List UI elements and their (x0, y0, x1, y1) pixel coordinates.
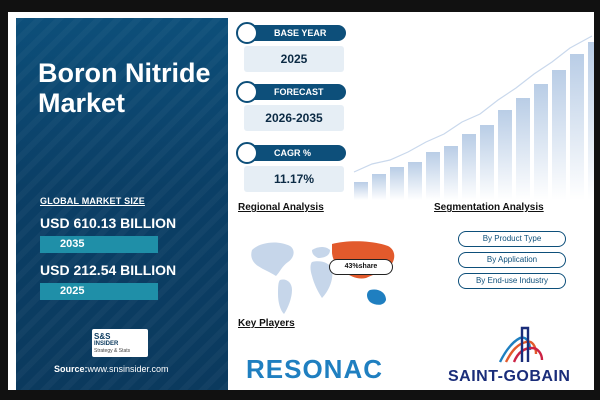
source-url[interactable]: www.snsinsider.com (87, 364, 169, 374)
logo-text-insider: INSIDER (94, 341, 119, 347)
sns-insider-logo: S&S INSIDER Strategy & Stats (92, 329, 148, 357)
cagr-tag: CAGR % (242, 145, 346, 161)
market-value-2025: USD 212.54 BILLION (40, 262, 177, 278)
north-america-shape (251, 242, 294, 276)
saint-gobain-emblem (498, 326, 544, 363)
logo-text-sns: S&S (94, 332, 111, 341)
growth-bars-graphic (353, 35, 594, 200)
panel-texture (16, 18, 228, 390)
regional-analysis-heading: Regional Analysis (238, 202, 324, 213)
cagr-value: 11.17% (244, 166, 344, 192)
title-line-1: Boron Nitride (38, 58, 211, 88)
market-title: Boron Nitride Market (38, 58, 233, 118)
year-badge-2025: 2025 (40, 283, 158, 300)
africa-shape (310, 261, 333, 298)
calendar-icon (236, 22, 258, 44)
key-players-heading: Key Players (238, 318, 295, 329)
infographic-canvas: Boron Nitride Market GLOBAL MARKET SIZE … (8, 12, 594, 390)
source-line: Source:www.snsinsider.com (54, 364, 169, 374)
segment-end-use-industry[interactable]: By End-use Industry (458, 273, 566, 289)
logo-text-tagline: Strategy & Stats (94, 348, 131, 354)
segment-application[interactable]: By Application (458, 252, 566, 268)
region-share-badge: 43%share (329, 259, 393, 275)
segmentation-analysis-heading: Segmentation Analysis (434, 202, 544, 213)
base-year-tag: BASE YEAR (242, 25, 346, 41)
australia-shape (367, 289, 386, 305)
year-badge-2035: 2035 (40, 236, 158, 253)
resonac-logo: RESONAC (246, 354, 384, 384)
segment-product-type[interactable]: By Product Type (458, 231, 566, 247)
south-america-shape (278, 279, 292, 314)
global-market-size-label: GLOBAL MARKET SIZE (40, 196, 145, 206)
growth-icon (236, 142, 258, 164)
chart-icon (236, 81, 258, 103)
title-line-2: Market (38, 88, 126, 118)
market-value-2035: USD 610.13 BILLION (40, 215, 177, 231)
world-map (251, 241, 395, 314)
base-year-value: 2025 (244, 46, 344, 72)
saint-gobain-logo-text: SAINT-GOBAIN (448, 368, 571, 385)
europe-shape (312, 247, 330, 258)
source-label: Source: (54, 364, 88, 374)
forecast-year-value: 2026-2035 (244, 105, 344, 131)
left-panel: Boron Nitride Market GLOBAL MARKET SIZE … (16, 18, 228, 390)
